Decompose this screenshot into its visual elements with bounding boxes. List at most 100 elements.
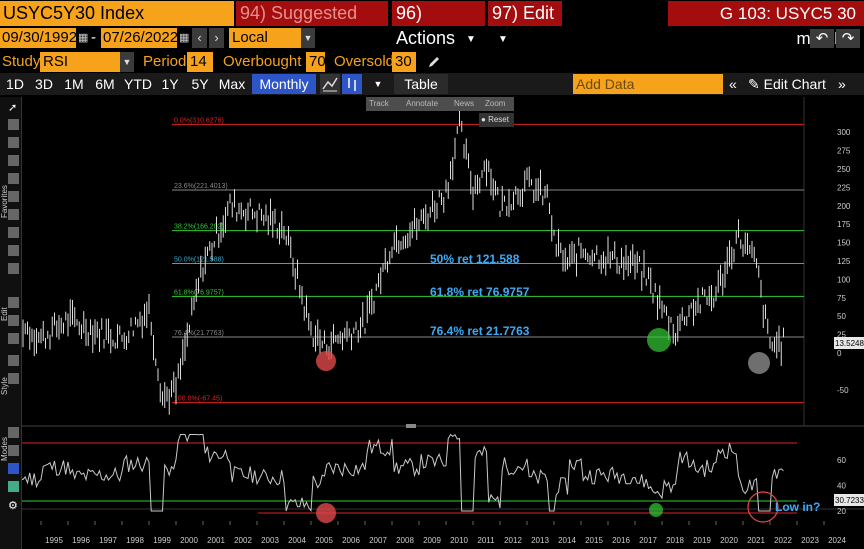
redo-icon[interactable]: ↷ bbox=[836, 29, 860, 48]
rsi-tick-label: 20 bbox=[837, 507, 846, 516]
tf-1d[interactable]: 1D bbox=[2, 74, 28, 94]
x-tick-label: 1999 bbox=[153, 536, 171, 545]
circle-marker-red bbox=[316, 351, 336, 371]
date-range-bar: 09/30/1992 ▦ - 07/26/2022 ▦ ‹ › Local CC… bbox=[0, 28, 864, 66]
style-tab[interactable]: Style bbox=[0, 377, 9, 395]
chart-background bbox=[22, 97, 864, 549]
menu-number: 94) bbox=[240, 3, 267, 23]
edit-chart-button[interactable]: ✎ Edit Chart bbox=[748, 74, 834, 94]
rsi-line bbox=[22, 433, 784, 513]
collapse-icon[interactable]: « bbox=[729, 76, 737, 92]
bar-chart-icon[interactable] bbox=[342, 74, 362, 94]
tool-icon[interactable] bbox=[8, 297, 19, 308]
x-tick-label: 2013 bbox=[531, 536, 549, 545]
prev-button[interactable]: ‹ bbox=[192, 28, 207, 48]
x-tick-label: 2002 bbox=[234, 536, 252, 545]
tf-1y[interactable]: 1Y bbox=[156, 74, 184, 94]
tool-icon[interactable] bbox=[8, 333, 19, 344]
line-chart-icon[interactable] bbox=[320, 74, 340, 94]
panel-resize-handle[interactable] bbox=[406, 424, 416, 428]
tool-icon[interactable] bbox=[8, 209, 19, 220]
tf-3d[interactable]: 3D bbox=[30, 74, 58, 94]
tool-icon[interactable] bbox=[8, 355, 19, 366]
tool-icon[interactable] bbox=[8, 173, 19, 184]
tf-ytd[interactable]: YTD bbox=[122, 74, 154, 94]
x-tick-label: 1998 bbox=[126, 536, 144, 545]
x-tick-label: 2016 bbox=[612, 536, 630, 545]
actions-button[interactable]: 96) Actions ▼ bbox=[392, 1, 485, 48]
menu-label: Actions bbox=[396, 28, 456, 48]
calendar-icon[interactable]: ▦ bbox=[179, 32, 190, 44]
tool-icon[interactable] bbox=[8, 445, 19, 456]
tf-5y[interactable]: 5Y bbox=[186, 74, 214, 94]
currency-select[interactable]: Local CCY bbox=[229, 28, 301, 66]
draw-tool-icon[interactable] bbox=[8, 119, 19, 130]
news-button[interactable]: News bbox=[454, 99, 475, 108]
gear-icon[interactable]: ⚙ bbox=[8, 500, 18, 512]
tool-icon[interactable] bbox=[8, 263, 19, 274]
oversold-input[interactable]: 30 bbox=[392, 52, 416, 72]
y-tick-label: 275 bbox=[837, 147, 851, 156]
cursor-icon[interactable]: ➚ bbox=[8, 102, 18, 114]
x-tick-label: 2012 bbox=[504, 536, 522, 545]
suggested-charts-button[interactable]: 94) Suggested Charts bbox=[236, 1, 388, 48]
y-tick-label: 175 bbox=[837, 220, 851, 229]
tf-1m[interactable]: 1M bbox=[60, 74, 88, 94]
x-tick-label: 1996 bbox=[72, 536, 90, 545]
x-tick-label: 2015 bbox=[585, 536, 603, 545]
tf-6m[interactable]: 6M bbox=[90, 74, 120, 94]
annotate-button[interactable]: Annotate bbox=[406, 99, 439, 108]
study-select[interactable]: RSI bbox=[40, 52, 120, 72]
annotation-50: 50% ret 121.588 bbox=[430, 252, 520, 266]
chevron-down-icon[interactable]: ▼ bbox=[120, 52, 134, 72]
pencil-icon[interactable] bbox=[426, 54, 442, 70]
x-tick-label: 2010 bbox=[450, 536, 468, 545]
reset-button[interactable]: ● Reset bbox=[479, 113, 514, 127]
period-select[interactable]: Monthly ▼ bbox=[252, 74, 316, 112]
next-button[interactable]: › bbox=[209, 28, 224, 48]
tool-icon[interactable] bbox=[8, 373, 19, 384]
tool-icon[interactable] bbox=[8, 137, 19, 148]
add-data-input[interactable]: Add Data bbox=[573, 74, 723, 94]
x-tick-label: 2001 bbox=[207, 536, 225, 545]
modes-tab[interactable]: Modes bbox=[0, 437, 9, 462]
y-tick-label: 300 bbox=[837, 128, 851, 137]
edit-menu-button[interactable]: 97) Edit ▼ bbox=[488, 1, 562, 45]
oversold-label: Oversold bbox=[334, 53, 395, 70]
expand-icon[interactable]: » bbox=[838, 76, 846, 92]
zoom-button[interactable]: Zoom bbox=[485, 99, 506, 108]
edit-tab[interactable]: Edit bbox=[0, 307, 9, 321]
last-value-tag bbox=[834, 337, 864, 349]
chart-area[interactable]: 0.0%(310.6276) 23.6%(221.4013) 38.2%(166.2… bbox=[22, 97, 864, 549]
overbought-input[interactable]: 70 bbox=[306, 52, 326, 72]
tool-icon[interactable] bbox=[8, 227, 19, 238]
tool-icon[interactable] bbox=[8, 245, 19, 256]
x-tick-label: 2009 bbox=[423, 536, 441, 545]
x-tick-label: 2006 bbox=[342, 536, 360, 545]
tool-icon[interactable] bbox=[8, 315, 19, 326]
period-input[interactable]: 14 bbox=[187, 52, 213, 72]
annotation-61-8: 61.8% ret 76.9757 bbox=[430, 285, 530, 299]
rsi-y-axis: 20 40 60 bbox=[837, 456, 846, 516]
favorites-tab[interactable]: Favorites bbox=[0, 185, 9, 219]
calendar-icon[interactable]: ▦ bbox=[78, 32, 89, 44]
track-button[interactable]: Track bbox=[369, 99, 389, 108]
tool-icon[interactable] bbox=[8, 463, 19, 474]
end-date-input[interactable]: 07/26/2022 bbox=[101, 28, 179, 48]
chevron-down-icon[interactable]: ▼ bbox=[370, 74, 386, 94]
x-tick-label: 2014 bbox=[558, 536, 576, 545]
tool-icon[interactable] bbox=[8, 191, 19, 202]
x-tick-label: 2000 bbox=[180, 536, 198, 545]
table-button[interactable]: Table bbox=[394, 74, 448, 94]
tf-max[interactable]: Max bbox=[216, 74, 248, 94]
tool-icon[interactable] bbox=[8, 427, 19, 438]
ticker-field[interactable]: USYC5Y30 Index bbox=[0, 1, 234, 26]
menu-number: 96) bbox=[396, 3, 423, 23]
y-tick-label: 0 bbox=[837, 349, 842, 358]
undo-icon[interactable]: ↶ bbox=[810, 29, 834, 48]
tool-icon[interactable] bbox=[8, 481, 19, 492]
chevron-down-icon[interactable]: ▼ bbox=[301, 28, 315, 48]
start-date-input[interactable]: 09/30/1992 bbox=[0, 28, 78, 48]
rsi-last-value-tag bbox=[834, 494, 864, 506]
tool-icon[interactable] bbox=[8, 155, 19, 166]
